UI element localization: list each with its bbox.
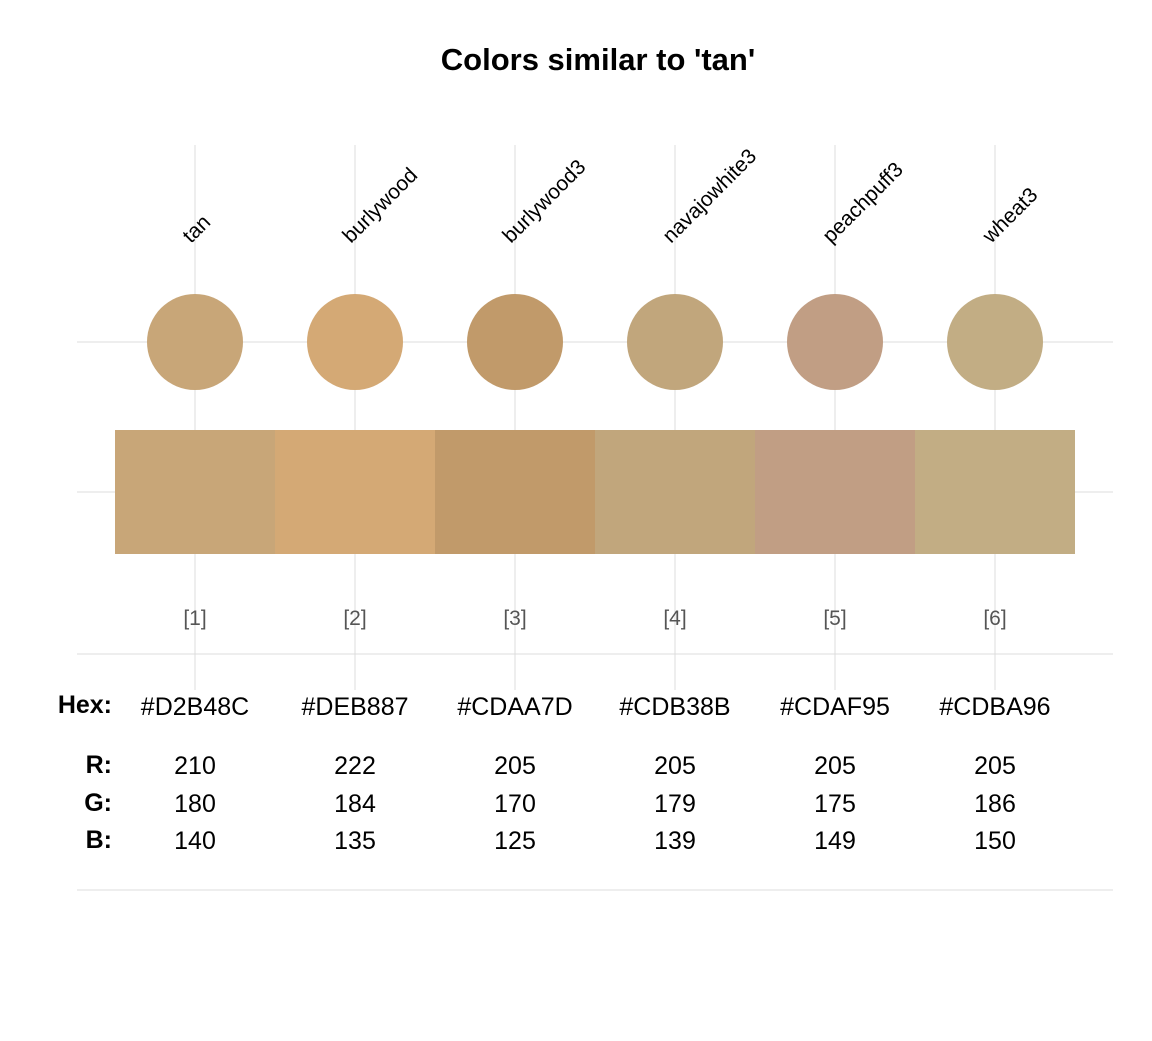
hex-value: #D2B48C (141, 693, 249, 721)
color-index-label: [5] (823, 607, 846, 630)
r-value: 205 (974, 752, 1016, 780)
r-value: 210 (174, 752, 216, 780)
r-value: 205 (494, 752, 536, 780)
color-swatch-circle (787, 294, 883, 390)
hex-value: #CDBA96 (939, 693, 1050, 721)
hex-value: #DEB887 (301, 693, 408, 721)
r-value: 205 (814, 752, 856, 780)
color-index-label: [2] (343, 607, 366, 630)
color-swatch-circle (627, 294, 723, 390)
b-value: 139 (654, 827, 696, 855)
color-name-label: peachpuff3 (818, 158, 907, 247)
hex-value: #CDAF95 (780, 693, 890, 721)
color-swatch-circle (947, 294, 1043, 390)
color-swatch-rect (115, 430, 275, 554)
color-swatch-circle (147, 294, 243, 390)
b-value: 125 (494, 827, 536, 855)
color-name-label: burlywood3 (498, 155, 590, 247)
hex-value: #CDAA7D (457, 693, 572, 721)
color-swatch-rect (755, 430, 915, 554)
row-label-g: G: (84, 789, 112, 817)
color-swatch-rect (595, 430, 755, 554)
b-value: 135 (334, 827, 376, 855)
b-value: 149 (814, 827, 856, 855)
row-label-hex: Hex: (58, 691, 112, 719)
color-index-label: [4] (663, 607, 686, 630)
g-value: 179 (654, 790, 696, 818)
b-value: 150 (974, 827, 1016, 855)
color-name-label: tan (178, 211, 215, 248)
color-name-label: navajowhite3 (658, 145, 761, 248)
hex-value: #CDB38B (619, 693, 730, 721)
color-name-label: wheat3 (978, 183, 1043, 248)
color-index-label: [6] (983, 607, 1006, 630)
g-value: 175 (814, 790, 856, 818)
color-index-label: [3] (503, 607, 526, 630)
color-swatch-rect (915, 430, 1075, 554)
row-label-b: B: (86, 826, 112, 854)
color-name-label: burlywood (338, 164, 422, 248)
g-value: 180 (174, 790, 216, 818)
marks: tan [1] #D2B48C 210 180 140 burlywood [2] #DEB88… (115, 145, 1075, 855)
color-swatch-rect (435, 430, 595, 554)
r-value: 222 (334, 752, 376, 780)
g-value: 170 (494, 790, 536, 818)
color-swatch-circle (307, 294, 403, 390)
g-value: 186 (974, 790, 1016, 818)
row-label-r: R: (86, 751, 112, 779)
chart-title: Colors similar to 'tan' (441, 42, 755, 77)
r-value: 205 (654, 752, 696, 780)
color-index-label: [1] (183, 607, 206, 630)
color-swatch-circle (467, 294, 563, 390)
b-value: 140 (174, 827, 216, 855)
color-swatch-rect (275, 430, 435, 554)
g-value: 184 (334, 790, 376, 818)
